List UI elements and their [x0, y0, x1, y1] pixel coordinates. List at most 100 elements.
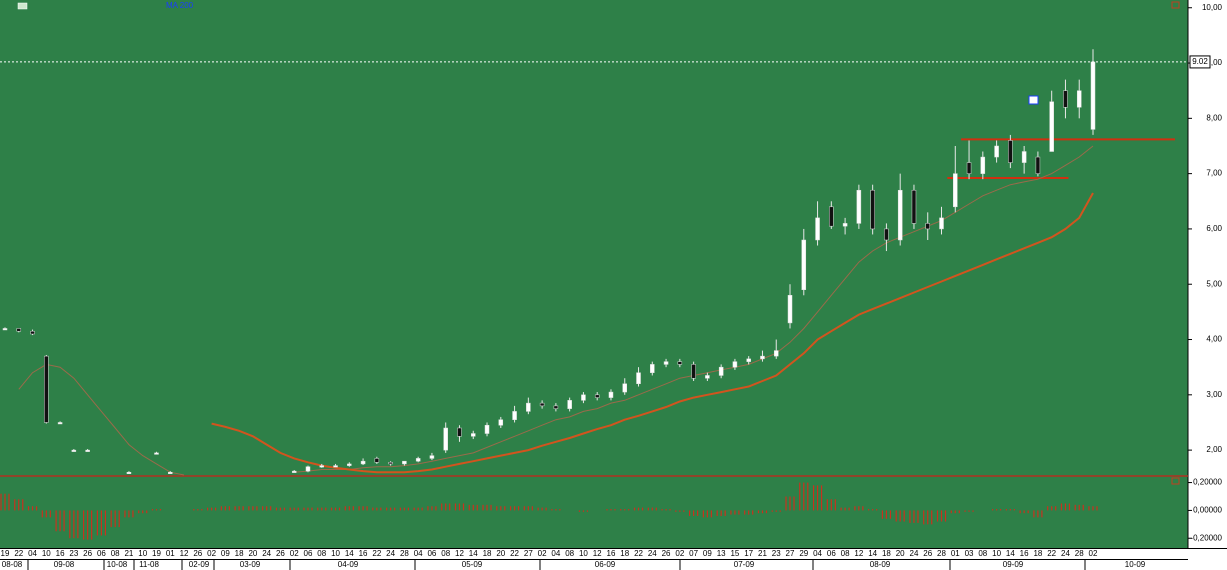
candle-body: [594, 394, 600, 398]
y-tick-label: 3,00: [1206, 390, 1222, 399]
candle-body: [471, 433, 476, 437]
candle-body: [787, 295, 793, 324]
x-tick-label: 22: [372, 549, 381, 558]
candle-body: [1035, 156, 1041, 174]
candle-body: [429, 455, 435, 459]
candle-body: [925, 223, 930, 230]
candle-body: [1021, 151, 1027, 163]
candle-body: [333, 465, 338, 468]
month-label: 04-09: [338, 560, 359, 569]
x-tick-label: 26: [923, 549, 932, 558]
x-tick-label: 06: [304, 549, 313, 558]
x-tick-label: 02: [290, 549, 299, 558]
x-tick-label: 02: [538, 549, 547, 558]
x-tick-label: 10: [579, 549, 588, 558]
candle-body: [842, 223, 848, 227]
x-tick-label: 16: [56, 549, 65, 558]
x-tick-label: 18: [483, 549, 492, 558]
x-tick-label: 07: [689, 549, 698, 558]
candle-body: [2, 328, 8, 331]
x-tick-label: 17: [744, 549, 753, 558]
y-tick-label: 5,00: [1206, 279, 1222, 288]
x-tick-label: 04: [551, 549, 560, 558]
x-tick-label: 09: [221, 549, 230, 558]
candle-body: [498, 419, 504, 426]
month-label: 02-09: [189, 560, 210, 569]
candle-body: [705, 375, 710, 379]
month-label: 11-08: [139, 560, 159, 569]
x-tick-label: 20: [248, 549, 257, 558]
candle-body: [856, 189, 862, 224]
x-tick-label: 22: [1047, 549, 1056, 558]
x-tick-label: 10: [992, 549, 1001, 558]
month-label: 08-08: [2, 560, 23, 569]
x-tick-label: 08: [111, 549, 120, 558]
candle-body: [16, 328, 22, 332]
candle-body: [1049, 101, 1054, 152]
y-tick-label: 9,00: [1206, 58, 1222, 67]
x-tick-label: 12: [455, 549, 464, 558]
candle-body: [691, 364, 696, 379]
candle-body: [44, 355, 49, 423]
y-tick-label: 10,00: [1202, 3, 1223, 12]
candle-body: [71, 449, 77, 452]
x-tick-label: 10: [138, 549, 147, 558]
x-tick-label: 08: [441, 549, 450, 558]
x-tick-label: 08: [978, 549, 987, 558]
window-button[interactable]: [1171, 1, 1180, 9]
month-label: 10-08: [107, 560, 128, 569]
x-tick-label: 27: [786, 549, 795, 558]
candle-body: [650, 364, 655, 373]
x-tick-label: 22: [510, 549, 519, 558]
x-tick-label: 06: [427, 549, 436, 558]
candle-body: [512, 411, 517, 420]
x-tick-label: 16: [1020, 549, 1029, 558]
y-tick-label: 4,00: [1206, 335, 1222, 344]
x-tick-label: 26: [193, 549, 202, 558]
x-tick-label: 27: [524, 549, 533, 558]
x-tick-label: 16: [359, 549, 368, 558]
candle-body: [57, 422, 63, 425]
moving-average: [211, 192, 1094, 474]
y-tick-label: 0,20000: [1193, 478, 1222, 487]
candle-body: [829, 206, 834, 227]
candle-body: [994, 145, 999, 158]
x-tick-label: 09: [703, 549, 712, 558]
x-tick-label: 02: [207, 549, 216, 558]
x-tick-label: 12: [854, 549, 863, 558]
y-tick-label: 6,00: [1206, 224, 1222, 233]
x-tick-label: 26: [83, 549, 92, 558]
month-label: 08-09: [870, 560, 891, 569]
y-tick-label: 0,00000: [1193, 506, 1222, 515]
x-tick-label: 15: [730, 549, 739, 558]
y-tick-label: -0,20000: [1190, 533, 1222, 542]
x-tick-label: 24: [1061, 549, 1070, 558]
x-tick-label: 14: [868, 549, 877, 558]
x-tick-label: 03: [965, 549, 974, 558]
candle-body: [939, 217, 944, 230]
candle-body: [85, 449, 90, 452]
candle-body: [980, 156, 986, 174]
candle-body: [553, 405, 559, 409]
window-button[interactable]: [1171, 477, 1180, 485]
marker-icon[interactable]: [1028, 95, 1039, 105]
plot-background: [0, 0, 1188, 548]
x-tick-label: 16: [607, 549, 616, 558]
candle-body: [347, 463, 352, 466]
month-label: 03-09: [240, 560, 261, 569]
candle-body: [1063, 90, 1068, 108]
x-tick-label: 14: [1006, 549, 1015, 558]
candle-body: [402, 460, 407, 465]
x-tick-label: 04: [28, 549, 37, 558]
x-tick-label: 21: [758, 549, 767, 558]
x-tick-label: 22: [14, 549, 23, 558]
x-tick-label: 13: [717, 549, 726, 558]
candle-body: [319, 465, 325, 468]
candle-body: [911, 189, 917, 224]
candle-body: [953, 173, 958, 208]
candle-body: [30, 330, 35, 335]
candle-body: [484, 424, 490, 434]
legend-icon[interactable]: [17, 2, 28, 10]
candle-body: [526, 402, 531, 412]
